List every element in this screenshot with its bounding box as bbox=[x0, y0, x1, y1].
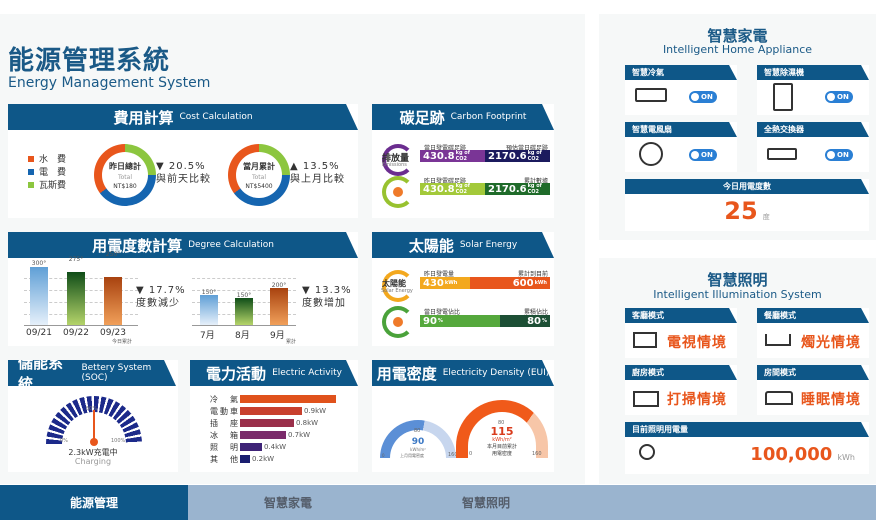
device-card-dehumidifier[interactable]: 智慧除濕機 ON bbox=[757, 65, 869, 115]
mode-card-bedroom[interactable]: 房間模式 睡眠情境 bbox=[757, 365, 869, 415]
solar-generation-bar: 430 kWh 600 kWh bbox=[420, 277, 550, 289]
activity-row-socket: 插 座 0.8kW bbox=[210, 418, 319, 428]
monthly-degree-chart: 150° 150° 200° bbox=[192, 268, 296, 326]
daily-degree-chart: 300° 275° 250° bbox=[24, 251, 138, 326]
tv-icon bbox=[633, 332, 657, 348]
ac-toggle[interactable]: ON bbox=[689, 91, 717, 103]
bed-icon bbox=[765, 391, 793, 405]
air-conditioner-icon bbox=[635, 88, 667, 102]
card-header: 電力活動 Electric Activity bbox=[190, 360, 358, 386]
monthly-degree-comparison: ▼ 13.3% 度數增加 bbox=[302, 285, 352, 309]
activity-row-ev: 電動車 0.9kW bbox=[210, 406, 327, 416]
yesterday-comparison: ▼ 20.5% 與前天比較 bbox=[156, 161, 211, 185]
card-header: 費用計算 Cost Calculation bbox=[8, 104, 358, 130]
electricity-density-card: 用電密度 Electricity Density (EUI) 80 90 kWh… bbox=[372, 360, 554, 472]
legend-item-gas: 瓦斯費 bbox=[28, 180, 66, 193]
fan-icon bbox=[639, 142, 663, 166]
activity-row-lighting: 照 明 0.4kW bbox=[210, 442, 287, 452]
daily-degree-comparison: ▼ 17.7% 度數減少 bbox=[136, 285, 186, 309]
card-header: 用電密度 Electricity Density (EUI) bbox=[372, 360, 554, 386]
activity-row-fridge: 冰 箱 0.7kW bbox=[210, 430, 311, 440]
dehumidifier-toggle[interactable]: ON bbox=[825, 91, 853, 103]
gauge-needle bbox=[93, 410, 95, 442]
lighting-subtitle: Intelligent Illumination System bbox=[653, 288, 822, 301]
tab-energy-management[interactable]: 能源管理 bbox=[0, 485, 188, 520]
carbon-today-bar: 430.8 kg of CO2 2170.6 kg of CO2 bbox=[420, 150, 550, 162]
page-subtitle: Energy Management System bbox=[8, 75, 211, 91]
lighting-usage-value: 100,000 bbox=[750, 444, 833, 465]
today-usage-card: 今日用電度數 25 度 bbox=[625, 179, 869, 231]
mode-card-living-room[interactable]: 客廳模式 電視情境 bbox=[625, 308, 737, 358]
tab-smart-lighting[interactable]: 智慧照明 bbox=[461, 496, 510, 510]
month-donut-chart: 當月累計 Total NT$5400 bbox=[228, 144, 290, 206]
card-header: 碳足跡 Carbon Footprint bbox=[372, 104, 554, 130]
battery-system-card: 儲能系統 Bettery System (SOC) 50% 0% 100% 2.… bbox=[8, 360, 178, 472]
activity-row-ac: 冷 氣 bbox=[210, 394, 338, 404]
tab-smart-appliance[interactable]: 智慧家電 bbox=[263, 496, 312, 510]
heat-exchanger-icon bbox=[767, 148, 797, 160]
battery-status: 2.3kW充電中 bbox=[68, 448, 118, 457]
carbon-yesterday-bar: 430.8 kg of CO2 2170.6 kg of CO2 bbox=[420, 183, 550, 195]
lighting-title: 智慧照明 bbox=[707, 271, 768, 289]
cost-legend: 水 費 電 費 瓦斯費 bbox=[28, 154, 66, 193]
appliance-title: 智慧家電 bbox=[707, 27, 768, 45]
bottom-tab-bar: 能源管理 智慧家電 智慧照明 bbox=[0, 485, 876, 520]
mode-card-dining-room[interactable]: 餐廳模式 燭光情境 bbox=[757, 308, 869, 358]
card-header: 用電度數計算 Degree Calculation bbox=[8, 232, 358, 258]
device-card-fan[interactable]: 智慧電風扇 ON bbox=[625, 122, 737, 172]
today-usage-value: 25 bbox=[724, 197, 758, 225]
device-card-ac[interactable]: 智慧冷氣 ON bbox=[625, 65, 737, 115]
card-header: 太陽能 Solar Energy bbox=[372, 232, 554, 258]
mode-card-kitchen[interactable]: 廚房模式 打掃情境 bbox=[625, 365, 737, 415]
month-comparison: ▲ 13.5% 與上月比較 bbox=[290, 161, 345, 185]
soc-gauge bbox=[46, 396, 142, 446]
device-card-heat-exchanger[interactable]: 全熱交換器 ON bbox=[757, 122, 869, 172]
card-header: 儲能系統 Bettery System (SOC) bbox=[8, 360, 176, 386]
legend-item-electric: 電 費 bbox=[28, 167, 66, 180]
kitchen-icon bbox=[633, 391, 659, 407]
solar-energy-card: 太陽能 Solar Energy 太陽能 Solar Energy 昨日發電量 … bbox=[372, 232, 554, 346]
cost-calculation-card: 費用計算 Cost Calculation 水 費 電 費 瓦斯費 昨日總計 T… bbox=[8, 104, 358, 218]
carbon-footprint-card: 碳足跡 Carbon Footprint 排放量 Emissions 當日發電碳… bbox=[372, 104, 554, 218]
activity-row-other: 其 他 0.2kW bbox=[210, 454, 275, 464]
heat-exchanger-toggle[interactable]: ON bbox=[825, 149, 853, 161]
legend-item-water: 水 費 bbox=[28, 154, 66, 167]
sun-icon bbox=[382, 176, 414, 208]
page-title: 能源管理系統 bbox=[8, 46, 171, 76]
dining-icon bbox=[765, 334, 791, 346]
dehumidifier-icon bbox=[773, 83, 793, 111]
emissions-icon bbox=[382, 144, 414, 176]
light-bulb-icon bbox=[639, 444, 655, 460]
solar-icon bbox=[382, 270, 414, 302]
solar-ratio-bar: 90% 80% bbox=[420, 315, 550, 327]
sun-icon bbox=[382, 306, 414, 338]
lighting-usage-card: 目前照明用電量 100,000 kWh bbox=[625, 422, 869, 474]
yesterday-donut-chart: 昨日總計 Total NT$180 bbox=[94, 144, 156, 206]
appliance-subtitle: Intelligent Home Appliance bbox=[662, 43, 813, 56]
fan-toggle[interactable]: ON bbox=[689, 149, 717, 161]
degree-calculation-card: 用電度數計算 Degree Calculation 300° 275° 250°… bbox=[8, 232, 358, 346]
